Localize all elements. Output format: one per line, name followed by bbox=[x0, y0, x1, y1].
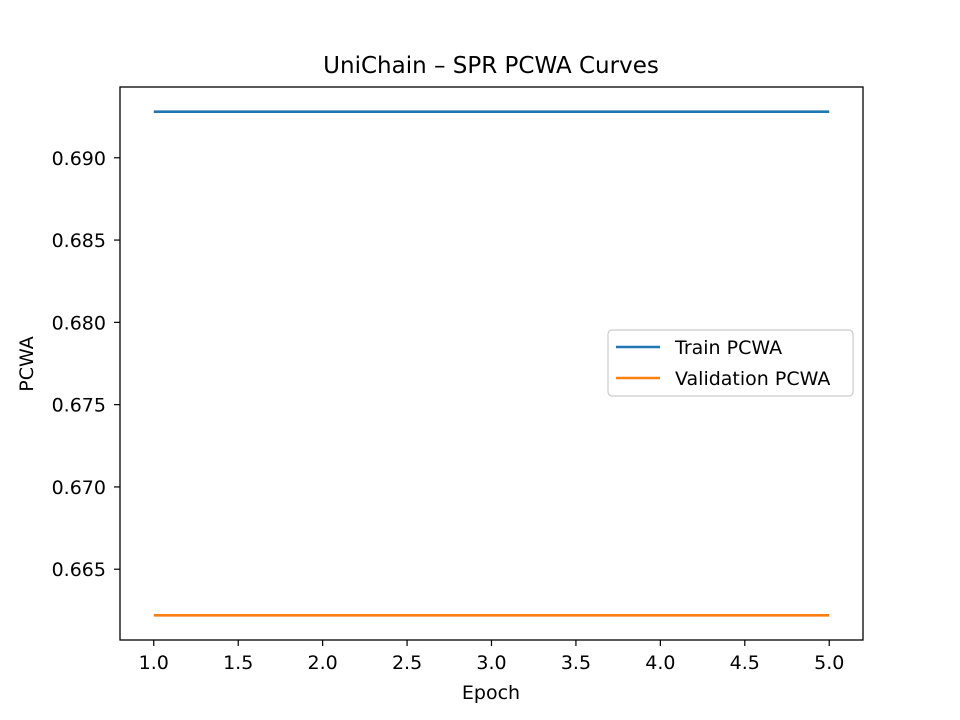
x-tick-label: 1.0 bbox=[139, 652, 169, 674]
x-tick-label: 5.0 bbox=[814, 652, 844, 674]
x-tick-label: 3.0 bbox=[476, 652, 506, 674]
series-layer bbox=[153, 110, 830, 617]
y-tick-label: 0.690 bbox=[52, 148, 106, 170]
y-axis: 0.665 0.670 0.675 0.680 0.685 0.690 bbox=[52, 148, 120, 581]
x-axis-label: Epoch bbox=[462, 682, 520, 704]
x-tick-label: 4.0 bbox=[645, 652, 675, 674]
y-axis-label: PCWA bbox=[16, 336, 38, 391]
y-tick-label: 0.675 bbox=[52, 395, 106, 417]
x-tick-label: 1.5 bbox=[223, 652, 253, 674]
y-tick-label: 0.665 bbox=[52, 559, 106, 581]
x-axis: 1.0 1.5 2.0 2.5 3.0 3.5 4.0 4.5 5.0 bbox=[139, 640, 844, 674]
x-tick-label: 2.0 bbox=[308, 652, 338, 674]
y-tick-label: 0.670 bbox=[52, 477, 106, 499]
legend-box bbox=[607, 329, 854, 397]
plot-frame bbox=[119, 86, 864, 641]
legend-label-2: Validation PCWA bbox=[675, 368, 830, 390]
x-tick-label: 3.5 bbox=[561, 652, 591, 674]
legend: Train PCWA Validation PCWA bbox=[607, 329, 854, 397]
chart-title: UniChain – SPR PCWA Curves bbox=[323, 53, 659, 79]
x-tick-label: 2.5 bbox=[392, 652, 422, 674]
y-tick-label: 0.680 bbox=[52, 312, 106, 334]
x-tick-label: 4.5 bbox=[730, 652, 760, 674]
legend-label-1: Train PCWA bbox=[674, 337, 782, 359]
y-tick-label: 0.685 bbox=[52, 230, 106, 252]
